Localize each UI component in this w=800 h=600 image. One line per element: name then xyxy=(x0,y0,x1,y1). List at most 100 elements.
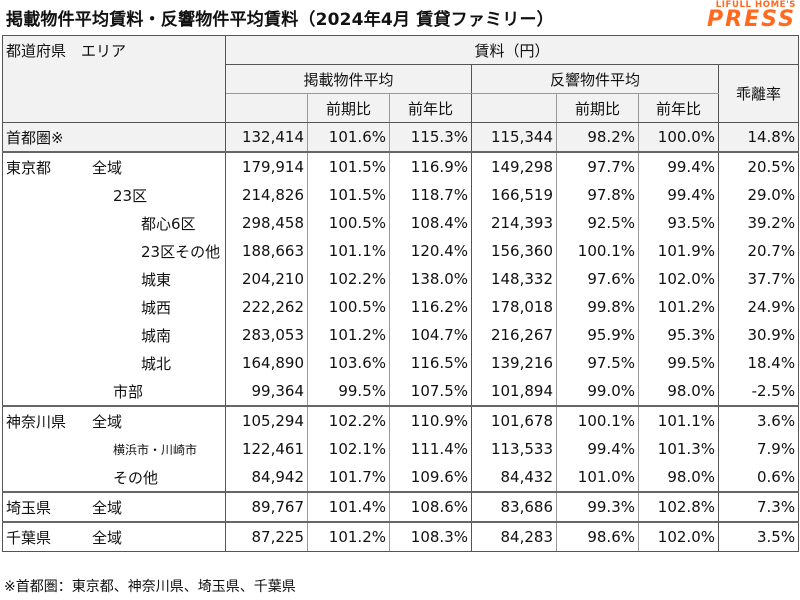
area-cell: 東京都 全域 xyxy=(2,151,226,181)
listed-qoq-cell: 102.1% xyxy=(307,435,390,463)
area-cell: 市部 xyxy=(2,377,226,406)
pref-label: 東京都 xyxy=(6,158,52,177)
listed-cell: 222,262 xyxy=(225,293,308,321)
response-yoy-cell: 99.4% xyxy=(638,181,719,209)
table-row: 神奈川県 全域 105,294 102.2% 110.9% 101,678 100… xyxy=(2,405,800,435)
response-yoy-cell: 101.3% xyxy=(638,435,719,463)
listed-yoy-cell: 118.7% xyxy=(389,181,472,209)
listed-cell: 179,914 xyxy=(225,151,308,181)
gap-cell: 29.0% xyxy=(717,181,800,209)
listed-qoq-cell: 101.6% xyxy=(307,122,390,152)
listed-qoq-cell: 101.2% xyxy=(307,521,390,552)
header-response-yoy: 前年比 xyxy=(638,93,719,123)
response-qoq-cell: 99.3% xyxy=(556,491,639,522)
listed-qoq-cell: 100.5% xyxy=(307,293,390,321)
table-row: 城南 283,053 101.2% 104.7% 216,267 95.9% 9… xyxy=(2,321,800,349)
header-listed-blank xyxy=(225,93,308,123)
pref-label: 首都圏※ xyxy=(6,128,64,147)
gap-cell: 18.4% xyxy=(717,349,800,377)
table-row: 都心6区 298,458 100.5% 108.4% 214,393 92.5%… xyxy=(2,209,800,237)
brand-logo: LIFULL HOME'S PRESS xyxy=(707,0,796,31)
listed-yoy-cell: 111.4% xyxy=(389,435,472,463)
area-cell: 都心6区 xyxy=(2,209,226,237)
area-cell: 23区その他 xyxy=(2,237,226,265)
area-cell: 城北 xyxy=(2,349,226,377)
rent-table: 都道府県 エリア 賃料（円） 掲載物件平均 反響物件平均 乖離率 前期比 前年比… xyxy=(2,35,800,552)
response-yoy-cell: 99.4% xyxy=(638,151,719,181)
listed-qoq-cell: 101.7% xyxy=(307,463,390,492)
pref-label: 神奈川県 xyxy=(6,412,67,431)
listed-cell: 122,461 xyxy=(225,435,308,463)
gap-cell: 37.7% xyxy=(717,265,800,293)
pref-label: 千葉県 xyxy=(6,528,52,547)
response-yoy-cell: 98.0% xyxy=(638,463,719,492)
response-qoq-cell: 98.2% xyxy=(556,122,639,152)
page-title: 掲載物件平均賃料・反響物件平均賃料（2024年4月 賃貸ファミリー） xyxy=(6,10,554,30)
area-label: 全域 xyxy=(92,412,123,431)
table-row: 首都圏※ 132,414 101.6% 115.3% 115,344 98.2%… xyxy=(2,122,800,152)
listed-yoy-cell: 108.6% xyxy=(389,491,472,522)
listed-cell: 99,364 xyxy=(225,377,308,406)
listed-yoy-cell: 116.9% xyxy=(389,151,472,181)
response-qoq-cell: 98.6% xyxy=(556,521,639,552)
response-yoy-cell: 101.1% xyxy=(638,405,719,435)
gap-cell: 3.5% xyxy=(717,521,800,552)
response-qoq-cell: 97.5% xyxy=(556,349,639,377)
listed-qoq-cell: 99.5% xyxy=(307,377,390,406)
response-yoy-cell: 101.9% xyxy=(638,237,719,265)
response-cell: 216,267 xyxy=(471,321,557,349)
listed-qoq-cell: 101.4% xyxy=(307,491,390,522)
listed-yoy-cell: 138.0% xyxy=(389,265,472,293)
area-cell: 城東 xyxy=(2,265,226,293)
response-cell: 156,360 xyxy=(471,237,557,265)
listed-qoq-cell: 101.5% xyxy=(307,151,390,181)
listed-cell: 283,053 xyxy=(225,321,308,349)
response-cell: 101,678 xyxy=(471,405,557,435)
area-cell: 横浜市・川崎市 xyxy=(2,435,226,463)
response-qoq-cell: 99.0% xyxy=(556,377,639,406)
area-label: 全域 xyxy=(92,528,123,547)
listed-qoq-cell: 101.1% xyxy=(307,237,390,265)
response-cell: 166,519 xyxy=(471,181,557,209)
listed-qoq-cell: 103.6% xyxy=(307,349,390,377)
header-listed: 掲載物件平均 xyxy=(225,64,472,94)
gap-cell: 20.5% xyxy=(717,151,800,181)
listed-yoy-cell: 107.5% xyxy=(389,377,472,406)
table-row: 横浜市・川崎市 122,461 102.1% 111.4% 113,533 99… xyxy=(2,435,800,463)
pref-label: 埼玉県 xyxy=(6,498,52,517)
listed-qoq-cell: 101.2% xyxy=(307,321,390,349)
response-yoy-cell: 98.0% xyxy=(638,377,719,406)
table-row: 23区 214,826 101.5% 118.7% 166,519 97.8% … xyxy=(2,181,800,209)
response-yoy-cell: 101.2% xyxy=(638,293,719,321)
response-cell: 178,018 xyxy=(471,293,557,321)
response-yoy-cell: 100.0% xyxy=(638,122,719,152)
listed-qoq-cell: 102.2% xyxy=(307,405,390,435)
listed-cell: 204,210 xyxy=(225,265,308,293)
table-row: 城西 222,262 100.5% 116.2% 178,018 99.8% 1… xyxy=(2,293,800,321)
response-qoq-cell: 99.8% xyxy=(556,293,639,321)
response-qoq-cell: 101.0% xyxy=(556,463,639,492)
listed-cell: 84,942 xyxy=(225,463,308,492)
area-cell: その他 xyxy=(2,463,226,492)
listed-qoq-cell: 101.5% xyxy=(307,181,390,209)
listed-cell: 105,294 xyxy=(225,405,308,435)
header-response-qoq: 前期比 xyxy=(556,93,639,123)
response-cell: 115,344 xyxy=(471,122,557,152)
area-label: 全域 xyxy=(92,498,123,517)
area-cell: 城西 xyxy=(2,293,226,321)
response-cell: 149,298 xyxy=(471,151,557,181)
table-row: 23区その他 188,663 101.1% 120.4% 156,360 100… xyxy=(2,237,800,265)
listed-cell: 188,663 xyxy=(225,237,308,265)
response-qoq-cell: 99.4% xyxy=(556,435,639,463)
header-response-blank xyxy=(471,93,557,123)
gap-cell: 14.8% xyxy=(717,122,800,152)
table-row: 城北 164,890 103.6% 116.5% 139,216 97.5% 9… xyxy=(2,349,800,377)
header-listed-qoq: 前期比 xyxy=(307,93,390,123)
brand-logo-top: LIFULL HOME'S xyxy=(715,0,796,10)
response-qoq-cell: 97.7% xyxy=(556,151,639,181)
gap-cell: 3.6% xyxy=(717,405,800,435)
listed-qoq-cell: 100.5% xyxy=(307,209,390,237)
gap-cell: -2.5% xyxy=(717,377,800,406)
response-cell: 214,393 xyxy=(471,209,557,237)
table-row: 東京都 全域 179,914 101.5% 116.9% 149,298 97.7… xyxy=(2,151,800,181)
